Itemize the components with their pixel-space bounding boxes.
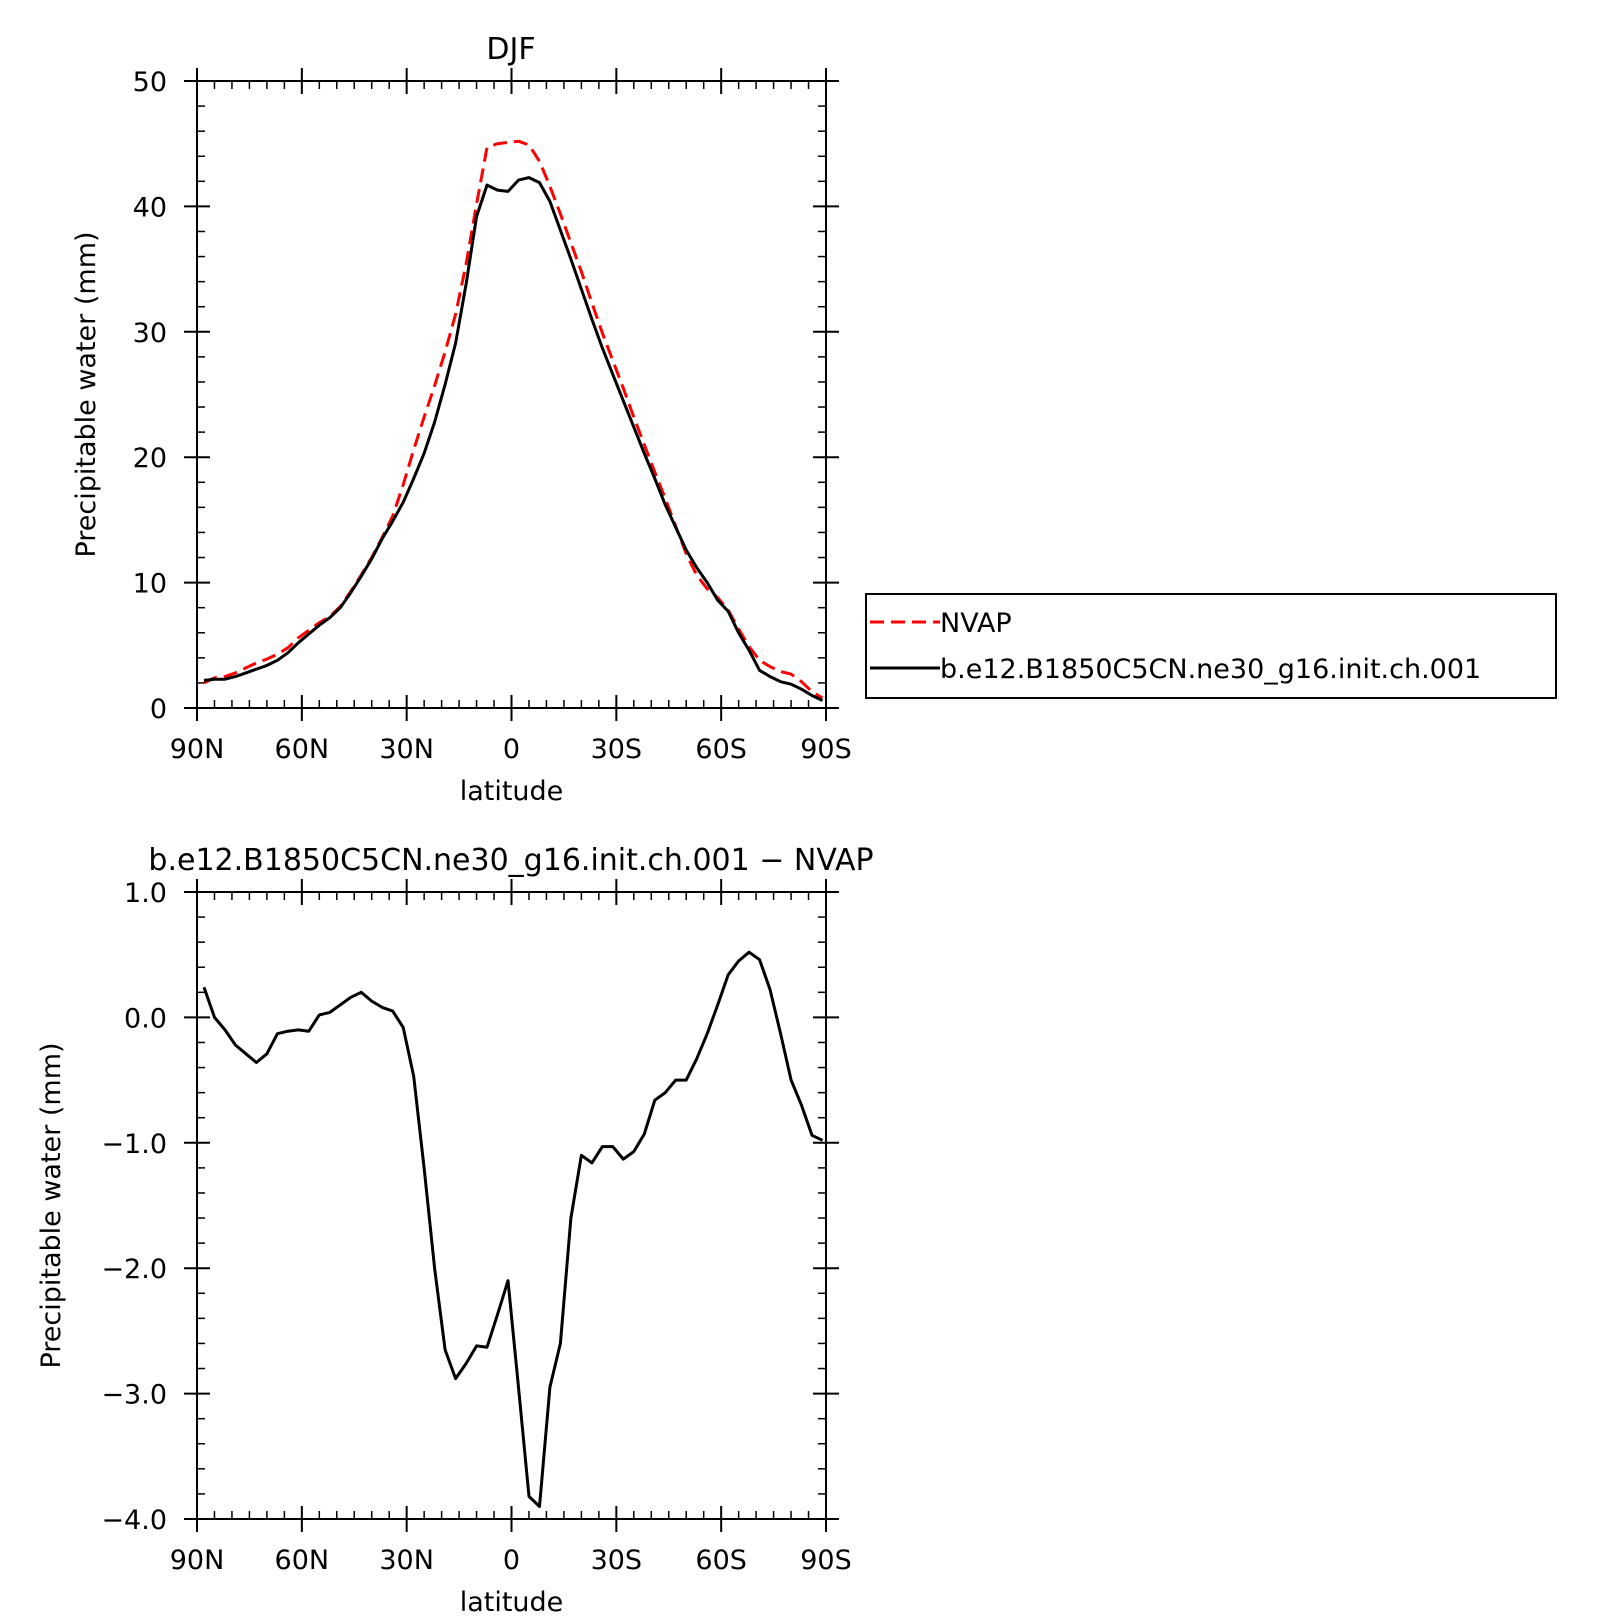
x-tick-label: 30S bbox=[591, 1545, 643, 1576]
series-line-0 bbox=[202, 950, 824, 1508]
x-tick-label: 30N bbox=[379, 734, 434, 765]
plot-frame bbox=[196, 891, 827, 1520]
x-axis-label: latitude bbox=[460, 776, 564, 807]
y-tick-label: 0 bbox=[150, 694, 167, 725]
x-tick-label: 90S bbox=[800, 1545, 852, 1576]
y-tick-label: 50 bbox=[133, 67, 167, 98]
y-tick-label: 20 bbox=[133, 443, 167, 474]
y-tick-label: 1.0 bbox=[124, 878, 167, 909]
x-tick-label: 60S bbox=[695, 1545, 747, 1576]
x-tick-label: 90N bbox=[170, 734, 225, 765]
x-tick-label: 90N bbox=[170, 1545, 225, 1576]
y-tick-label: −3.0 bbox=[101, 1380, 167, 1411]
x-tick-label: 30N bbox=[379, 1545, 434, 1576]
y-tick-label: −4.0 bbox=[101, 1505, 167, 1536]
series-line-0 bbox=[203, 139, 824, 700]
y-tick-label: 10 bbox=[133, 569, 167, 600]
x-tick-label: 0 bbox=[503, 1545, 520, 1576]
y-tick-label: 0.0 bbox=[124, 1003, 167, 1034]
x-tick-label: 30S bbox=[591, 734, 643, 765]
y-tick-label: 40 bbox=[133, 192, 167, 223]
precipitable-water-panel: DJF 90N 60N 30N 0 30S 60S 90S latitude 0 10 20 30 40 5… bbox=[71, 32, 852, 807]
series-line-1 bbox=[203, 176, 824, 702]
x-tick-label: 60S bbox=[695, 734, 747, 765]
y-axis-label: Precipitable water (mm) bbox=[36, 1042, 67, 1368]
difference-panel: b.e12.B1850C5CN.ne30_g16.init.ch.001 − N… bbox=[36, 843, 874, 1618]
chart-title: DJF bbox=[486, 32, 535, 67]
x-tick-label: 60N bbox=[275, 734, 330, 765]
y-tick-label: −2.0 bbox=[101, 1254, 167, 1285]
legend: NVAP b.e12.B1850C5CN.ne30_g16.init.ch.001 bbox=[865, 593, 1557, 699]
x-axis-label: latitude bbox=[460, 1587, 564, 1618]
chart-title: b.e12.B1850C5CN.ne30_g16.init.ch.001 − N… bbox=[148, 843, 873, 878]
y-tick-label: −1.0 bbox=[101, 1129, 167, 1160]
x-tick-label: 0 bbox=[503, 734, 520, 765]
y-tick-label: 30 bbox=[133, 318, 167, 349]
legend-box bbox=[865, 593, 1557, 699]
legend-label: NVAP bbox=[940, 608, 1012, 639]
legend-label: b.e12.B1850C5CN.ne30_g16.init.ch.001 bbox=[940, 654, 1481, 685]
x-tick-label: 60N bbox=[275, 1545, 330, 1576]
y-axis-label: Precipitable water (mm) bbox=[71, 231, 102, 557]
x-tick-label: 90S bbox=[800, 734, 852, 765]
